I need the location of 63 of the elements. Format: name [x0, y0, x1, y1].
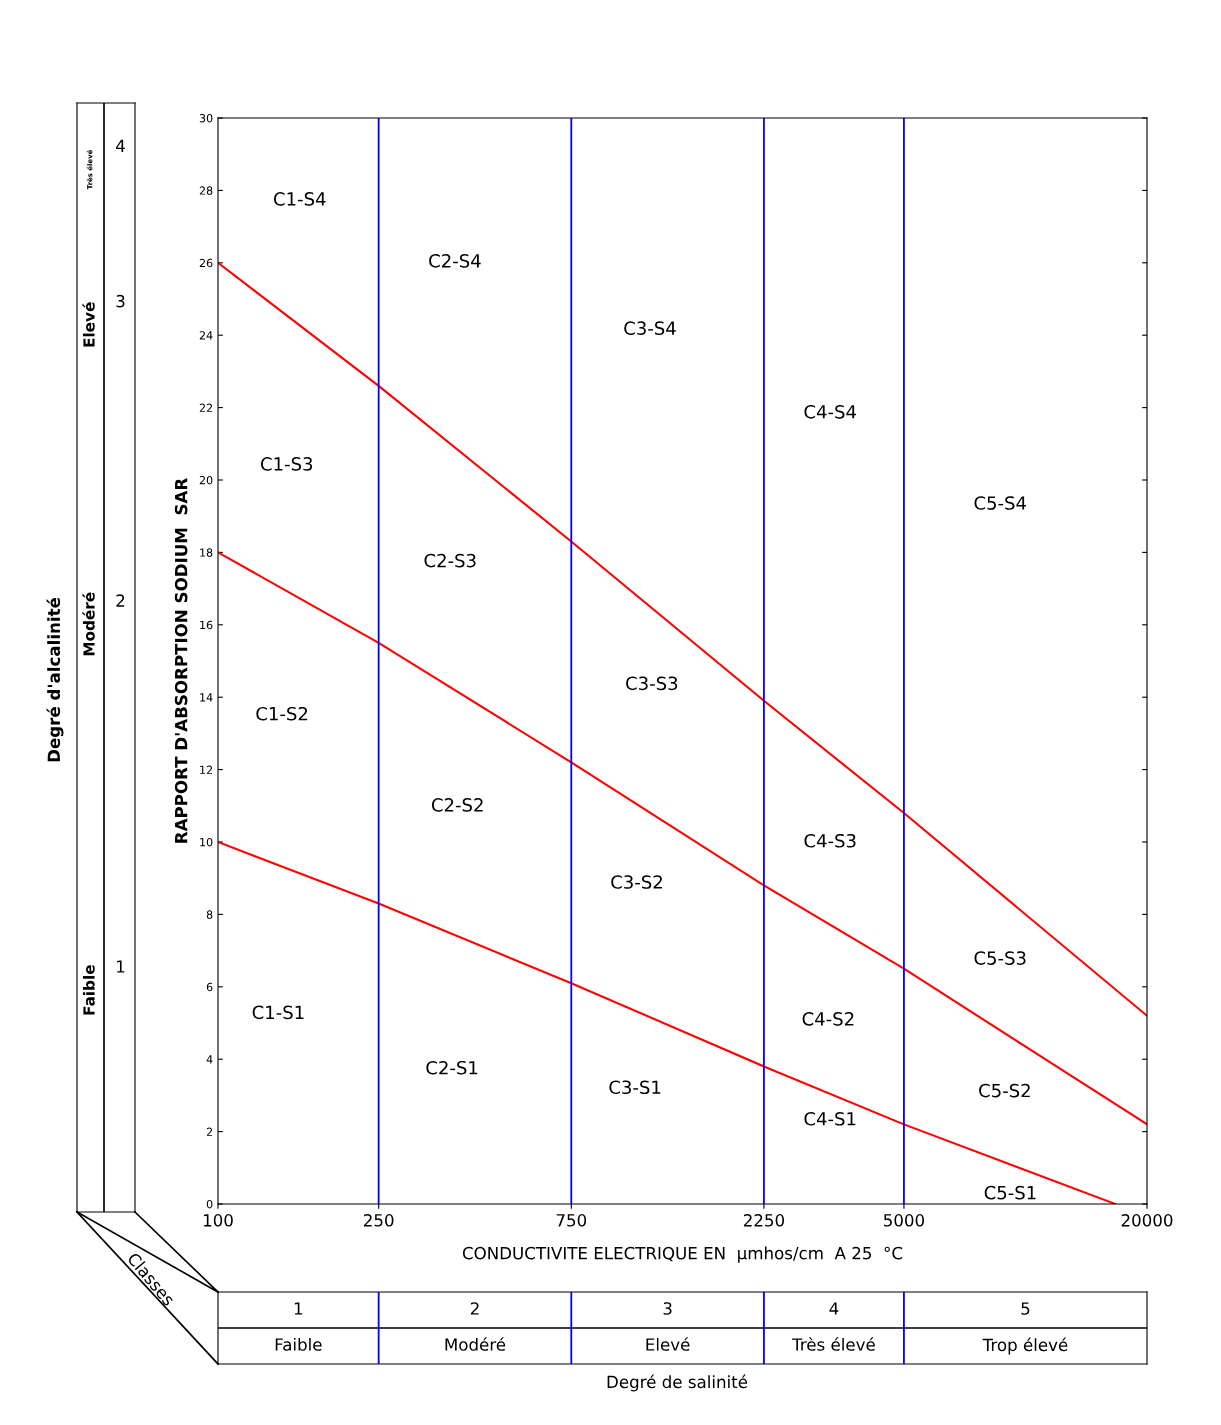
y-tick-label: 2 [206, 1127, 213, 1136]
y-tick-label: 4 [206, 1055, 213, 1064]
text: Degré d'alcalinité [46, 597, 64, 762]
text: 3 [663, 1302, 672, 1315]
annotation: C2-S1 [426, 1060, 478, 1075]
x-tick-label: 2250 [743, 1214, 785, 1227]
annotation: C4-S1 [804, 1111, 856, 1126]
text: Elevé [646, 1337, 690, 1351]
text: 2 [470, 1302, 479, 1315]
annotation: C1-S3 [260, 457, 313, 471]
y-tick-label: 8 [206, 910, 213, 919]
annotation: C2-S2 [431, 798, 483, 812]
annotation: C3-S4 [624, 321, 676, 336]
y-tick-label: 6 [206, 982, 213, 992]
annotation: C3-S1 [609, 1080, 661, 1095]
x-tick-label: 250 [363, 1214, 394, 1227]
text: Degré de salinité [607, 1374, 748, 1392]
y-tick-label: 30 [199, 113, 213, 123]
text: 2 [116, 594, 125, 607]
annotation: C2-S3 [424, 553, 476, 568]
text: 1 [294, 1302, 303, 1315]
y-tick-label: 10 [200, 837, 213, 847]
annotation: C5-S1 [984, 1185, 1036, 1200]
annotation: C5-S4 [974, 496, 1026, 510]
annotation: C3-S2 [611, 875, 662, 889]
text: Elevé [82, 302, 95, 347]
annotation: C1-S1 [252, 1005, 304, 1020]
annotation: C4-S4 [804, 404, 856, 419]
text: Très élevé [792, 1337, 875, 1351]
x-tick-label: 750 [556, 1214, 587, 1227]
y-tick-label: 18 [200, 548, 213, 557]
text: Trop élevé [982, 1337, 1068, 1355]
text: 5 [1021, 1302, 1030, 1315]
x-axis-title: CONDUCTIVITE ELECTRIQUE EN µmhos/cm A 25 °C [462, 1246, 903, 1263]
y-tick-label: 20 [199, 475, 213, 485]
y-tick-label: 14 [200, 693, 213, 702]
y-tick-label: 12 [200, 765, 213, 774]
text: Modéré [445, 1337, 506, 1351]
text: 4 [116, 139, 125, 152]
text: 1 [117, 960, 125, 973]
y-tick-label: 24 [199, 331, 213, 340]
y-tick-label: 16 [200, 620, 213, 630]
annotation: C4-S3 [804, 833, 856, 848]
x-tick-label: 5000 [884, 1214, 925, 1227]
annotation: C5-S2 [979, 1083, 1030, 1098]
text: Modéré [82, 592, 95, 656]
y-tick-label: 22 [199, 403, 213, 412]
annotation: C1-S2 [256, 706, 308, 721]
y-tick-label: 26 [199, 258, 213, 268]
x-tick-label: 20000 [1121, 1214, 1173, 1227]
y-tick-label: 0 [206, 1199, 213, 1209]
annotation: C5-S3 [974, 951, 1026, 965]
annotation: C2-S4 [429, 254, 481, 268]
text: Faible [82, 965, 95, 1015]
y-axis-title: RAPPORT D'ABSORPTION SODIUM SAR [174, 478, 188, 843]
annotation: C4-S2 [802, 1012, 854, 1026]
text: 4 [829, 1302, 839, 1315]
y-tick-label: 28 [199, 186, 213, 195]
x-tick-label: 100 [203, 1214, 233, 1227]
annotation: C3-S3 [626, 676, 678, 691]
text: 3 [116, 294, 125, 308]
text: Faible [275, 1337, 322, 1351]
annotation: C1-S4 [273, 192, 326, 206]
